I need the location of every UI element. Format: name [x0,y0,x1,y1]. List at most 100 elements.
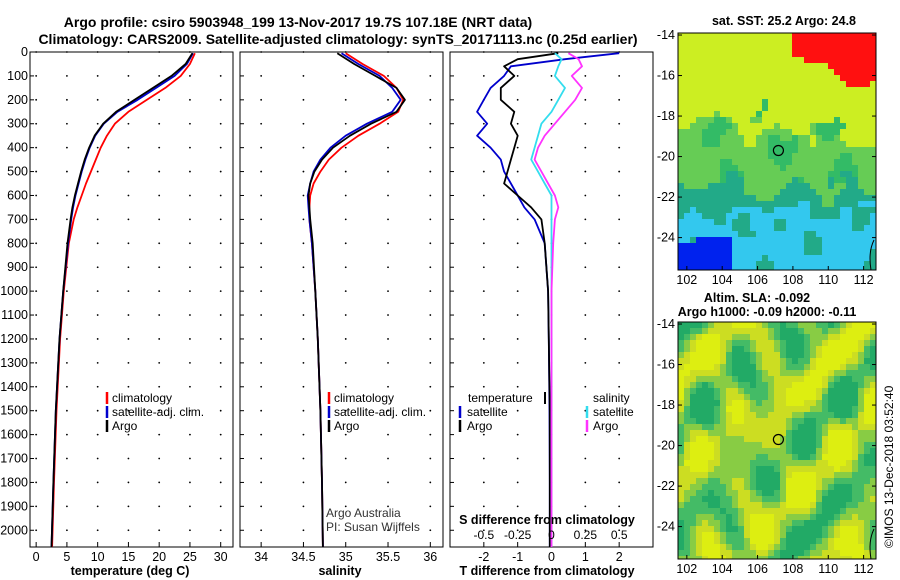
grid-dot [584,51,587,53]
map-cell [762,165,769,172]
map-cell [756,490,763,497]
grid-dot [387,529,389,532]
map-cell [864,424,871,431]
grid-dot [189,98,191,101]
map-cell [678,45,685,52]
map-cell [774,502,781,509]
map-cell [738,346,745,353]
map-cell [828,466,835,473]
map-cell [762,472,769,479]
map-cell [864,538,871,545]
map-cell [750,370,757,377]
map-cell [720,442,727,449]
map-cell [804,231,811,238]
map-cell [810,135,817,142]
grid-dot [260,290,263,293]
map-cell [690,39,697,46]
map-cell [810,93,817,100]
map-cell [690,135,697,142]
map-cell [852,496,859,503]
map-cell [840,225,847,232]
map-cell [858,424,865,431]
map-cell [858,117,865,124]
map-cell [744,442,751,449]
map-cell [870,267,877,271]
map-cell [810,219,817,226]
map-cell [756,39,763,46]
map-cell [732,75,739,82]
map-cell [834,364,841,371]
map-cell [816,502,823,509]
map-cell [732,135,739,142]
grid-dot [219,409,222,412]
map-cell [846,376,853,383]
map-cell [774,147,781,154]
map-cell [816,556,823,560]
map-cell [846,195,853,202]
map-cell [720,69,727,76]
grid-dot [127,75,130,77]
map-cell [714,171,721,178]
map-cell [690,201,697,208]
map-cell [798,123,805,130]
map-cell [828,201,835,208]
map-cell [840,352,847,359]
map-cell [714,165,721,172]
map-cell [744,478,751,485]
map-cell [810,231,817,238]
map-cell [762,484,769,491]
y-tick-label: 500 [7,165,28,179]
grid-dot [482,385,485,388]
map-cell [756,243,763,250]
map-cell [864,147,871,154]
map-cell [702,159,709,166]
map-cell [690,388,697,395]
map-cell [774,400,781,407]
map-cell [822,538,829,545]
top-x-tick-label: 0.5 [611,528,628,542]
map-cell [762,87,769,94]
map-cell [726,237,733,244]
map-cell [738,129,745,136]
map-cell [822,448,829,455]
map-cell [780,418,787,425]
map-cell [858,448,865,455]
map-cell [816,424,823,431]
map-cell [786,490,793,497]
map-cell [774,243,781,250]
map-cell [690,51,697,58]
map-cell [714,237,721,244]
map-cell [750,153,757,160]
map-cell [846,39,853,46]
map-cell [780,382,787,389]
map-cell [792,352,799,359]
map-cell [702,63,709,70]
map-cell [678,69,685,76]
map-cell [846,520,853,527]
map-cell [768,352,775,359]
map-cell [840,412,847,419]
grid-dot [127,122,130,125]
map-cell [762,322,769,329]
map-cell [858,358,865,365]
grid-dot [260,409,263,412]
map-cell [780,406,787,413]
map-cell [792,490,799,497]
map-cell [786,412,793,419]
map-cell [780,69,787,76]
map-cell [870,261,877,268]
map-cell [744,267,751,271]
map-cell [702,207,709,214]
map-cell [696,346,703,353]
grid-dot [189,75,191,77]
map-cell [762,520,769,527]
map-cell [816,394,823,401]
map-cell [762,81,769,88]
map-cell [684,448,691,455]
map-cell [846,165,853,172]
map-cell [798,460,805,467]
map-cell [780,484,787,491]
map-cell [708,454,715,461]
map-cell [696,538,703,545]
